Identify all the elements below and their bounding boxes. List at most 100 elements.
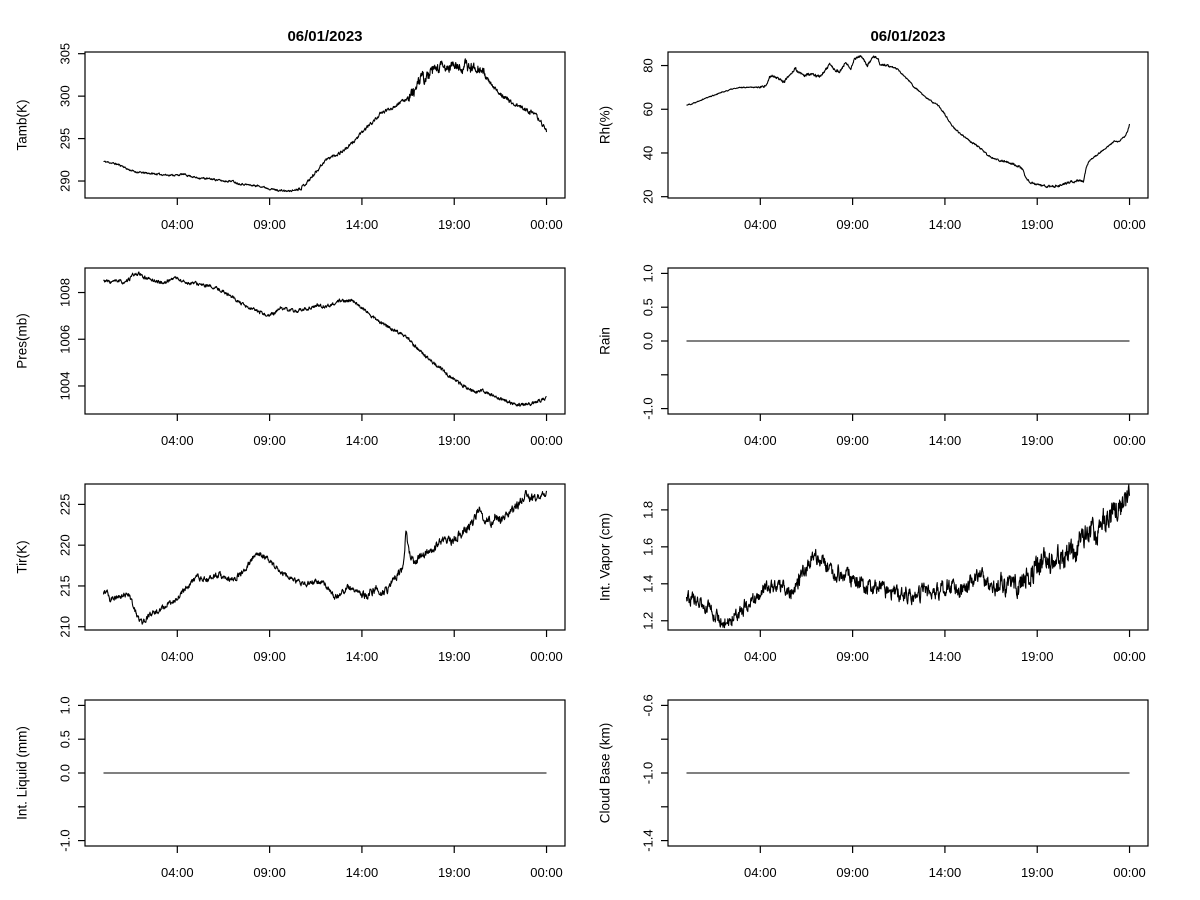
panel-liquid: Int. Liquid (mm) -1.0 0.0 0.5 1.0 04:00 09:00 1… xyxy=(15,696,566,880)
y-axis-title: Tir(K) xyxy=(15,540,30,573)
y-tick-label: 1.6 xyxy=(641,538,656,556)
x-tick-label: 19:00 xyxy=(1021,649,1054,664)
y-tick-label: 40 xyxy=(641,146,656,160)
y-tick-label: 0.5 xyxy=(641,298,656,316)
y-tick-label: 80 xyxy=(641,58,656,72)
y-tick-label: 1008 xyxy=(58,278,73,307)
panel-rh: 06/01/2023 Rh(%) 20 40 60 80 04:00 09:00 14:00 19… xyxy=(598,28,1149,232)
x-tick-label: 09:00 xyxy=(836,433,869,448)
plot-box xyxy=(84,483,566,631)
x-tick-label: 19:00 xyxy=(438,865,471,880)
x-tick-label: 00:00 xyxy=(1113,865,1146,880)
x-tick-label: 19:00 xyxy=(438,217,471,232)
panel-rain: Rain -1.0 0.0 0.5 1.0 04:00 09:00 14:00 19:00 00:… xyxy=(598,264,1149,448)
y-tick-label: 210 xyxy=(58,616,73,638)
x-tick-label: 09:00 xyxy=(253,433,286,448)
y-tick-label: 295 xyxy=(58,128,73,150)
x-tick-label: 04:00 xyxy=(161,433,194,448)
y-tick-label: 220 xyxy=(58,534,73,556)
panel-title: 06/01/2023 xyxy=(287,28,362,45)
plot-box xyxy=(667,483,1149,631)
y-tick-label: -1.0 xyxy=(58,829,73,851)
x-tick-label: 19:00 xyxy=(1021,217,1054,232)
x-tick-label: 04:00 xyxy=(161,865,194,880)
x-tick-label: 04:00 xyxy=(161,217,194,232)
y-tick-label: 1.0 xyxy=(641,264,656,282)
y-tick-label: 225 xyxy=(58,494,73,516)
x-tick-label: 04:00 xyxy=(744,433,777,448)
y-axis-title: Cloud Base (km) xyxy=(598,723,613,824)
y-axis-title: Tamb(K) xyxy=(15,99,30,150)
panel-tamb: 06/01/2023 Tamb(K) 290 295 300 305 04:00 09:00 1… xyxy=(15,28,566,232)
y-tick-label: 0.0 xyxy=(641,332,656,350)
y-tick-label: 305 xyxy=(58,43,73,65)
x-tick-label: 00:00 xyxy=(530,865,563,880)
plot-box xyxy=(667,51,1149,199)
x-tick-label: 19:00 xyxy=(1021,865,1054,880)
y-tick-label: 0.5 xyxy=(58,730,73,748)
x-tick-label: 04:00 xyxy=(744,865,777,880)
y-axis-title: Rain xyxy=(598,327,613,355)
panel-title: 06/01/2023 xyxy=(870,28,945,45)
y-tick-label: 0.0 xyxy=(58,764,73,782)
series-line-tir xyxy=(102,490,548,625)
y-tick-label: 1004 xyxy=(58,372,73,401)
y-tick-label: 1.0 xyxy=(58,696,73,714)
x-tick-label: 00:00 xyxy=(1113,433,1146,448)
series-line-vapor xyxy=(685,484,1131,629)
x-tick-label: 09:00 xyxy=(836,649,869,664)
x-tick-label: 04:00 xyxy=(744,649,777,664)
x-tick-label: 09:00 xyxy=(253,865,286,880)
y-tick-label: -1.4 xyxy=(641,829,656,851)
panel-cloudbase: Cloud Base (km) -1.4 -1.0 -0.6 04:00 09:00 14:… xyxy=(598,694,1149,880)
x-tick-label: 14:00 xyxy=(929,649,962,664)
x-tick-label: 14:00 xyxy=(346,433,379,448)
x-tick-label: 09:00 xyxy=(836,217,869,232)
plot-box xyxy=(84,267,566,415)
y-axis-title: Rh(%) xyxy=(598,106,613,144)
y-tick-label: -1.0 xyxy=(641,762,656,784)
x-tick-label: 14:00 xyxy=(346,865,379,880)
x-tick-label: 00:00 xyxy=(530,217,563,232)
series-line-pres xyxy=(103,271,547,407)
x-tick-label: 19:00 xyxy=(438,649,471,664)
x-tick-label: 14:00 xyxy=(346,649,379,664)
x-tick-label: 14:00 xyxy=(929,433,962,448)
plot-box xyxy=(84,51,566,199)
x-tick-label: 00:00 xyxy=(530,433,563,448)
x-tick-label: 00:00 xyxy=(1113,649,1146,664)
x-tick-label: 09:00 xyxy=(836,865,869,880)
y-axis-title: Int. Liquid (mm) xyxy=(15,726,30,820)
x-tick-label: 14:00 xyxy=(929,865,962,880)
x-tick-label: 09:00 xyxy=(253,649,286,664)
y-axis-title: Int. Vapor (cm) xyxy=(598,513,613,601)
y-tick-label: 1.8 xyxy=(641,501,656,519)
series-line-rh xyxy=(686,55,1131,189)
y-tick-label: 1006 xyxy=(58,325,73,354)
x-tick-label: 09:00 xyxy=(253,217,286,232)
panel-vapor: Int. Vapor (cm) 1.2 1.4 1.6 1.8 04:00 09:00 14:… xyxy=(598,483,1149,664)
y-tick-label: 1.2 xyxy=(641,612,656,630)
x-tick-label: 14:00 xyxy=(346,217,379,232)
x-tick-label: 04:00 xyxy=(161,649,194,664)
y-tick-label: 215 xyxy=(58,575,73,597)
y-tick-label: 290 xyxy=(58,170,73,192)
panel-tir: Tir(K) 210 215 220 225 04:00 09:00 14:00 19:00 00… xyxy=(15,483,566,664)
y-tick-label: 1.4 xyxy=(641,575,656,593)
x-tick-label: 00:00 xyxy=(1113,217,1146,232)
y-tick-label: -1.0 xyxy=(641,397,656,419)
x-tick-label: 04:00 xyxy=(744,217,777,232)
x-tick-label: 00:00 xyxy=(530,649,563,664)
panel-pres: Pres(mb) 1004 1006 1008 04:00 09:00 14:00 19:00… xyxy=(15,267,566,448)
y-tick-label: 60 xyxy=(641,102,656,116)
y-tick-label: 300 xyxy=(58,85,73,107)
series-line-tamb xyxy=(103,58,548,193)
y-tick-label: -0.6 xyxy=(641,694,656,716)
x-tick-label: 19:00 xyxy=(438,433,471,448)
y-axis-title: Pres(mb) xyxy=(15,313,30,369)
x-tick-label: 14:00 xyxy=(929,217,962,232)
y-tick-label: 20 xyxy=(641,189,656,203)
